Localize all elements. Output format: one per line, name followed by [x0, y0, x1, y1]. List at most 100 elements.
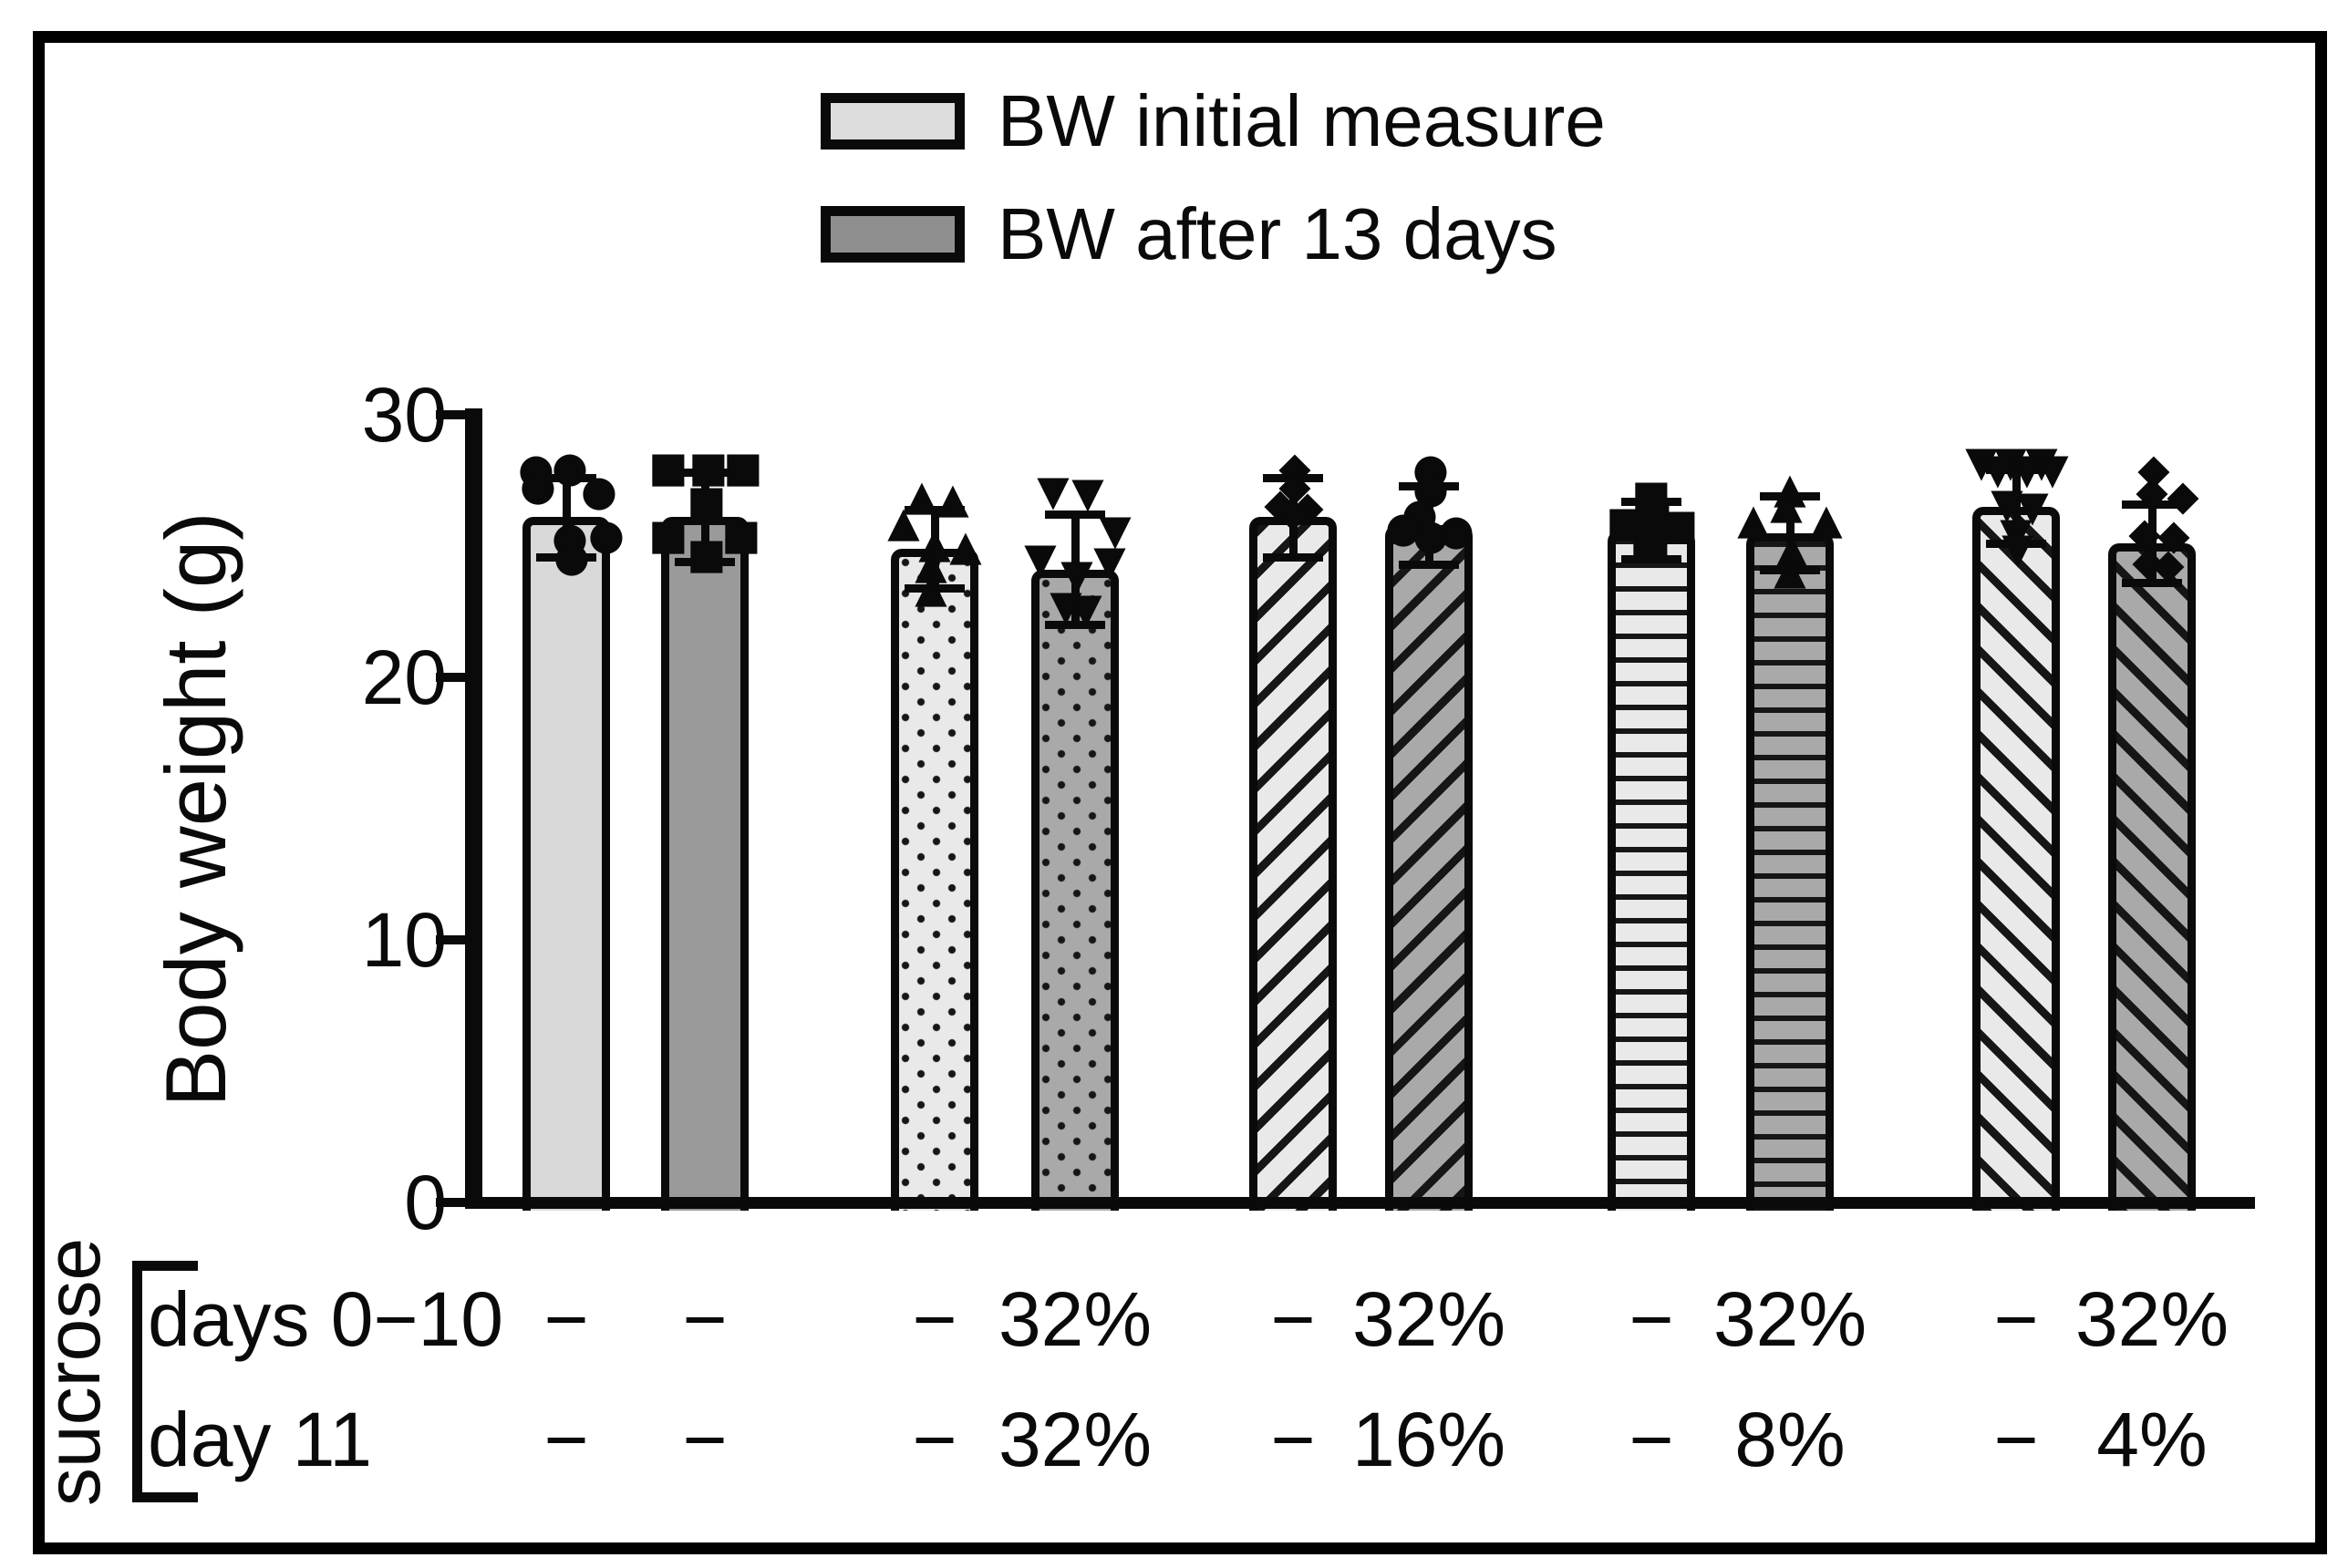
- circle-data-point-marker: ●: [1401, 489, 1439, 539]
- circle-data-point-marker: ●: [1384, 501, 1422, 552]
- diamond-data-point-marker: ◆: [1277, 486, 1309, 536]
- y-tick-label: 10: [361, 897, 447, 983]
- triangle-down-data-point-marker: ▼: [1991, 478, 2023, 528]
- triangle-down-data-point-marker: ▼: [2036, 444, 2069, 494]
- error-bar-bottom-cap: [536, 552, 596, 562]
- diamond-data-point-marker: ◆: [1291, 480, 1324, 531]
- circle-data-point-marker: ●: [587, 510, 626, 560]
- circle-data-point-marker: ●: [517, 444, 555, 494]
- x-table-cell: −: [912, 1276, 957, 1362]
- error-bar-bottom-cap: [1399, 561, 1459, 570]
- square-data-point-marker: ■: [687, 476, 727, 526]
- square-data-point-marker: ■: [721, 510, 761, 560]
- legend-item-after: BW after 13 days: [821, 198, 1557, 271]
- triangle-up-data-point-marker: ▲: [1810, 494, 1843, 544]
- triangle-up-data-point-marker: ▲: [887, 497, 920, 547]
- diamond-data-point-marker: ◆: [2157, 510, 2190, 560]
- bar-bw-initial-measure-group-5: [1972, 506, 2060, 1211]
- square-data-point-marker: ■: [1631, 470, 1671, 521]
- error-bar-bottom-cap: [2122, 579, 2182, 588]
- error-bar: [2012, 469, 2021, 544]
- x-table-cell: −: [1629, 1276, 1674, 1362]
- triangle-up-data-point-marker: ▲: [1770, 478, 1803, 528]
- triangle-up-data-point-marker: ▲: [1774, 462, 1806, 512]
- diamond-data-point-marker: ◆: [2136, 465, 2168, 515]
- figure-frame: [33, 31, 2327, 1554]
- bar-bw-initial-measure-group-2: [891, 548, 978, 1211]
- triangle-down-data-point-marker: ▼: [2000, 507, 2033, 557]
- y-axis-title: Body weight (g): [148, 511, 243, 1108]
- x-table-cell: 16%: [1351, 1397, 1506, 1482]
- triangle-down-data-point-marker: ▼: [2016, 480, 2049, 531]
- light-gray-bar-swatch-icon: [821, 93, 965, 150]
- bar-bw-after-13-days-group-5: [2108, 543, 2196, 1211]
- error-bar-bottom-cap: [1263, 552, 1323, 562]
- error-bar-bottom-cap: [1621, 555, 1681, 564]
- circle-data-point-marker: ●: [1412, 462, 1450, 512]
- y-tick-mark: [436, 673, 467, 682]
- x-table-cell: −: [1270, 1397, 1316, 1482]
- y-axis-line: [465, 408, 482, 1208]
- error-bar: [563, 478, 571, 557]
- triangle-down-data-point-marker: ▼: [1024, 533, 1057, 583]
- x-table-cell: −: [1993, 1276, 2039, 1362]
- y-tick-mark: [436, 935, 467, 944]
- square-data-point-marker: ■: [1659, 500, 1699, 550]
- error-bar-top-cap: [1399, 481, 1459, 490]
- diamond-data-point-marker: ◆: [2128, 507, 2161, 557]
- error-bar: [1786, 496, 1795, 570]
- triangle-down-data-point-marker: ▼: [1093, 536, 1126, 586]
- triangle-down-data-point-marker: ▼: [2025, 436, 2058, 486]
- error-bar-top-cap: [1760, 492, 1820, 501]
- triangle-down-data-point-marker: ▼: [1981, 444, 2014, 494]
- square-data-point-marker: ■: [1606, 497, 1646, 547]
- legend-label-after: BW after 13 days: [998, 193, 1557, 274]
- x-table-cell: 32%: [1351, 1276, 1506, 1362]
- diamond-data-point-marker: ◆: [1264, 478, 1297, 528]
- error-bar: [1071, 514, 1080, 625]
- error-bar-bottom-cap: [1760, 565, 1820, 574]
- square-data-point-marker: ■: [723, 441, 763, 491]
- x-table-cell: −: [1270, 1276, 1316, 1362]
- square-data-point-marker: ■: [648, 510, 688, 560]
- error-bar: [1425, 485, 1433, 565]
- diamond-data-point-marker: ◆: [1278, 441, 1311, 491]
- diamond-data-point-marker: ◆: [2167, 470, 2199, 521]
- triangle-down-data-point-marker: ▼: [1050, 581, 1082, 631]
- triangle-up-data-point-marker: ▲: [1775, 522, 1808, 573]
- triangle-up-data-point-marker: ▲: [915, 562, 947, 613]
- error-bar-top-cap: [1621, 498, 1681, 507]
- x-table-cell: −: [543, 1397, 589, 1482]
- error-bar-top-cap: [1045, 511, 1105, 520]
- x-table-cell: −: [1993, 1397, 2039, 1482]
- sucrose-bracket-bottom-arm: [132, 1492, 198, 1502]
- error-bar: [1648, 501, 1656, 560]
- error-bar-bottom-cap: [905, 584, 965, 593]
- bar-bw-initial-measure-group-4: [1608, 530, 1695, 1211]
- legend-label-initial: BW initial measure: [998, 80, 1606, 161]
- dark-gray-bar-swatch-icon: [821, 206, 965, 263]
- triangle-down-data-point-marker: ▼: [1071, 468, 1104, 518]
- error-bar: [1289, 478, 1298, 557]
- error-bar-bottom-cap: [1986, 540, 2046, 549]
- error-bar-bottom-cap: [1045, 621, 1105, 630]
- y-tick-mark: [436, 1198, 467, 1207]
- circle-data-point-marker: ●: [553, 531, 591, 581]
- circle-data-point-marker: ●: [519, 459, 557, 510]
- square-data-point-marker: ■: [688, 441, 729, 491]
- error-bar: [2148, 503, 2157, 583]
- triangle-down-data-point-marker: ▼: [1099, 504, 1132, 554]
- error-bar-top-cap: [905, 505, 965, 514]
- circle-data-point-marker: ●: [1412, 510, 1450, 560]
- legend-item-initial: BW initial measure: [821, 85, 1606, 158]
- x-table-cell: −: [1629, 1397, 1674, 1482]
- triangle-down-data-point-marker: ▼: [1060, 549, 1093, 599]
- x-table-cell: 32%: [998, 1397, 1153, 1482]
- sucrose-group-label: sucrose: [30, 1237, 116, 1507]
- y-tick-label: 0: [404, 1160, 447, 1245]
- triangle-down-data-point-marker: ▼: [2011, 444, 2043, 494]
- error-bar-top-cap: [675, 469, 735, 478]
- y-tick-label: 20: [361, 634, 447, 720]
- error-bar: [931, 509, 939, 589]
